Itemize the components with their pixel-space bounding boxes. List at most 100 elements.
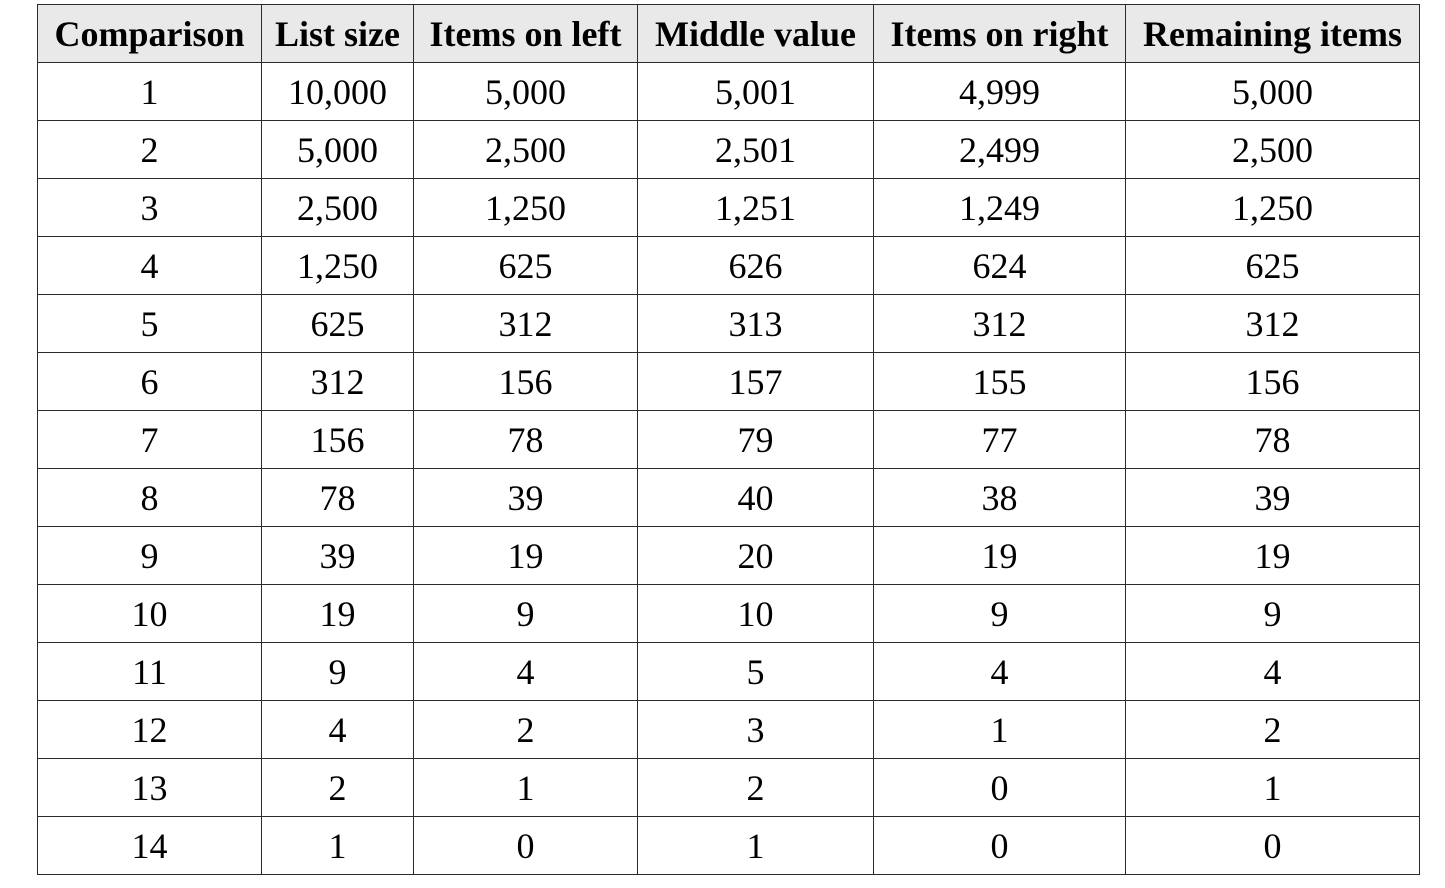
table-row: 14 1 0 1 0 0 — [37, 816, 1420, 875]
cell-middle-value: 79 — [637, 410, 874, 469]
cell-items-on-left: 5,000 — [413, 62, 638, 121]
cell-items-on-right: 2,499 — [873, 120, 1126, 179]
cell-list-size: 4 — [261, 700, 414, 759]
table-row: 13 2 1 2 0 1 — [37, 758, 1420, 817]
cell-items-on-left: 312 — [413, 294, 638, 353]
cell-items-on-right: 77 — [873, 410, 1126, 469]
cell-items-on-right: 624 — [873, 236, 1126, 295]
table-row: 7 156 78 79 77 78 — [37, 410, 1420, 469]
header-list-size: List size — [261, 4, 414, 63]
cell-remaining-items: 625 — [1125, 236, 1420, 295]
cell-comparison: 11 — [37, 642, 262, 701]
cell-list-size: 78 — [261, 468, 414, 527]
cell-list-size: 19 — [261, 584, 414, 643]
table-row: 4 1,250 625 626 624 625 — [37, 236, 1420, 295]
cell-middle-value: 10 — [637, 584, 874, 643]
cell-remaining-items: 312 — [1125, 294, 1420, 353]
cell-items-on-right: 1,249 — [873, 178, 1126, 237]
cell-list-size: 1 — [261, 816, 414, 875]
cell-comparison: 12 — [37, 700, 262, 759]
cell-list-size: 2 — [261, 758, 414, 817]
binary-search-table: Comparison List size Items on left Middl… — [37, 4, 1420, 875]
cell-items-on-left: 19 — [413, 526, 638, 585]
cell-remaining-items: 2 — [1125, 700, 1420, 759]
cell-items-on-left: 2 — [413, 700, 638, 759]
cell-middle-value: 1 — [637, 816, 874, 875]
table-row: 12 4 2 3 1 2 — [37, 700, 1420, 759]
cell-middle-value: 157 — [637, 352, 874, 411]
cell-items-on-left: 39 — [413, 468, 638, 527]
cell-items-on-right: 155 — [873, 352, 1126, 411]
cell-comparison: 6 — [37, 352, 262, 411]
cell-items-on-right: 0 — [873, 816, 1126, 875]
cell-items-on-right: 9 — [873, 584, 1126, 643]
cell-items-on-right: 4 — [873, 642, 1126, 701]
header-items-on-left: Items on left — [413, 4, 638, 63]
cell-items-on-left: 156 — [413, 352, 638, 411]
cell-comparison: 4 — [37, 236, 262, 295]
cell-comparison: 10 — [37, 584, 262, 643]
cell-middle-value: 313 — [637, 294, 874, 353]
table-row: 3 2,500 1,250 1,251 1,249 1,250 — [37, 178, 1420, 237]
cell-items-on-right: 38 — [873, 468, 1126, 527]
cell-items-on-left: 2,500 — [413, 120, 638, 179]
cell-middle-value: 5,001 — [637, 62, 874, 121]
cell-list-size: 9 — [261, 642, 414, 701]
table-row: 6 312 156 157 155 156 — [37, 352, 1420, 411]
cell-items-on-left: 625 — [413, 236, 638, 295]
cell-middle-value: 2,501 — [637, 120, 874, 179]
header-middle-value: Middle value — [637, 4, 874, 63]
cell-items-on-right: 1 — [873, 700, 1126, 759]
cell-remaining-items: 2,500 — [1125, 120, 1420, 179]
cell-comparison: 3 — [37, 178, 262, 237]
table-row: 11 9 4 5 4 4 — [37, 642, 1420, 701]
cell-list-size: 2,500 — [261, 178, 414, 237]
cell-items-on-right: 19 — [873, 526, 1126, 585]
cell-items-on-left: 4 — [413, 642, 638, 701]
table-body: 1 10,000 5,000 5,001 4,999 5,000 2 5,000 2,500 2,… — [37, 62, 1420, 875]
cell-middle-value: 3 — [637, 700, 874, 759]
cell-items-on-left: 9 — [413, 584, 638, 643]
cell-items-on-left: 0 — [413, 816, 638, 875]
cell-comparison: 7 — [37, 410, 262, 469]
cell-items-on-left: 78 — [413, 410, 638, 469]
table-row: 9 39 19 20 19 19 — [37, 526, 1420, 585]
cell-middle-value: 1,251 — [637, 178, 874, 237]
table-header-row: Comparison List size Items on left Middl… — [37, 4, 1420, 63]
cell-items-on-left: 1,250 — [413, 178, 638, 237]
table-row: 1 10,000 5,000 5,001 4,999 5,000 — [37, 62, 1420, 121]
cell-items-on-left: 1 — [413, 758, 638, 817]
cell-list-size: 1,250 — [261, 236, 414, 295]
cell-remaining-items: 5,000 — [1125, 62, 1420, 121]
cell-list-size: 10,000 — [261, 62, 414, 121]
cell-middle-value: 40 — [637, 468, 874, 527]
cell-comparison: 9 — [37, 526, 262, 585]
table-row: 5 625 312 313 312 312 — [37, 294, 1420, 353]
cell-remaining-items: 1 — [1125, 758, 1420, 817]
cell-middle-value: 5 — [637, 642, 874, 701]
header-remaining-items: Remaining items — [1125, 4, 1420, 63]
cell-list-size: 5,000 — [261, 120, 414, 179]
cell-remaining-items: 19 — [1125, 526, 1420, 585]
cell-list-size: 156 — [261, 410, 414, 469]
cell-remaining-items: 39 — [1125, 468, 1420, 527]
cell-remaining-items: 9 — [1125, 584, 1420, 643]
cell-list-size: 39 — [261, 526, 414, 585]
cell-comparison: 1 — [37, 62, 262, 121]
cell-comparison: 5 — [37, 294, 262, 353]
cell-items-on-right: 312 — [873, 294, 1126, 353]
cell-items-on-right: 4,999 — [873, 62, 1126, 121]
table-row: 10 19 9 10 9 9 — [37, 584, 1420, 643]
cell-comparison: 14 — [37, 816, 262, 875]
cell-middle-value: 2 — [637, 758, 874, 817]
header-items-on-right: Items on right — [873, 4, 1126, 63]
cell-items-on-right: 0 — [873, 758, 1126, 817]
cell-list-size: 312 — [261, 352, 414, 411]
cell-middle-value: 20 — [637, 526, 874, 585]
table-row: 2 5,000 2,500 2,501 2,499 2,500 — [37, 120, 1420, 179]
header-comparison: Comparison — [37, 4, 262, 63]
cell-comparison: 2 — [37, 120, 262, 179]
cell-remaining-items: 78 — [1125, 410, 1420, 469]
table-row: 8 78 39 40 38 39 — [37, 468, 1420, 527]
cell-remaining-items: 1,250 — [1125, 178, 1420, 237]
